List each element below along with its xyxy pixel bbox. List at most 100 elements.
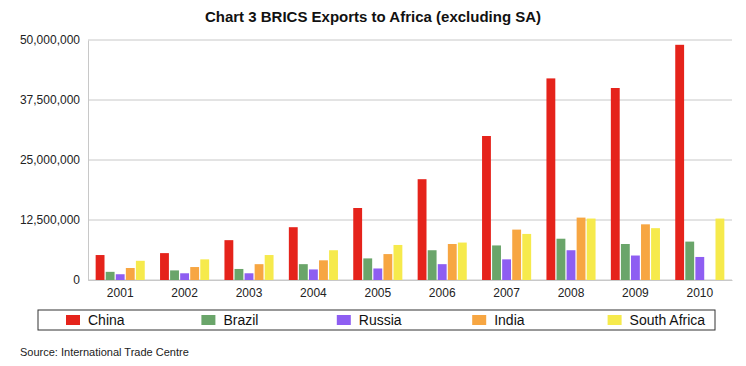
x-tick: 2007: [493, 280, 520, 300]
bar: [116, 274, 125, 280]
bar: [567, 250, 576, 280]
bar: [482, 136, 491, 280]
bar: [363, 258, 372, 280]
bar: [136, 261, 145, 280]
bar: [126, 268, 135, 280]
bar: [309, 269, 318, 280]
legend-label: India: [494, 312, 525, 328]
bar: [96, 255, 105, 280]
y-tick: 12,500,000: [20, 213, 88, 227]
bar: [428, 250, 437, 280]
bar: [512, 230, 521, 280]
legend-swatch: [201, 315, 215, 325]
bars: [96, 45, 725, 280]
y-axis-line: [88, 41, 89, 281]
x-tick: 2002: [171, 280, 198, 300]
bar: [448, 244, 457, 280]
bar: [458, 243, 467, 280]
legend-swatch: [337, 315, 351, 325]
x-tick: 2005: [364, 280, 391, 300]
legend: ChinaBrazilRussiaIndiaSouth Africa: [38, 310, 715, 330]
bar: [160, 253, 169, 280]
bar: [715, 219, 724, 280]
bar: [299, 264, 308, 280]
bar: [695, 257, 704, 280]
bar: [224, 240, 233, 280]
bar: [235, 269, 244, 280]
y-tick-label: 37,500,000: [20, 93, 80, 107]
y-tick-label: 50,000,000: [20, 33, 80, 47]
source-note: Source: International Trade Centre: [20, 346, 189, 358]
series: [106, 239, 694, 280]
x-tick-label: 2005: [364, 286, 391, 300]
x-tick: 2003: [236, 280, 263, 300]
legend-label: Brazil: [223, 312, 258, 328]
bar: [393, 245, 402, 280]
x-tick: 2001: [107, 280, 134, 300]
series: [126, 218, 650, 280]
bar: [373, 268, 382, 280]
x-tick-label: 2009: [622, 286, 649, 300]
x-tick: 2009: [622, 280, 649, 300]
legend-label: China: [88, 312, 125, 328]
x-tick: 2010: [686, 280, 713, 300]
x-tick-label: 2007: [493, 286, 520, 300]
x-tick-label: 2010: [686, 286, 713, 300]
bar: [675, 45, 684, 280]
series: [116, 250, 704, 280]
y-tick-label: 25,000,000: [20, 153, 80, 167]
grid-line: [88, 100, 732, 101]
bar: [502, 259, 511, 280]
bar: [492, 245, 501, 280]
series: [96, 45, 684, 280]
x-axis: 2001 2002 2003 2004 2005 2006 2007 2008 2009 2010: [89, 280, 733, 300]
x-axis-line: [89, 280, 733, 281]
grid-line: [88, 160, 732, 161]
y-axis: 0 12,500,000 25,000,000 37,500,000 50,000,00…: [20, 33, 89, 287]
bar: [641, 224, 650, 280]
grid: [88, 40, 732, 280]
bar: [631, 256, 640, 280]
y-tick: 37,500,000: [20, 93, 88, 107]
bar: [577, 218, 586, 280]
x-tick: 2006: [429, 280, 456, 300]
bar: [289, 227, 298, 280]
legend-swatch: [472, 315, 486, 325]
x-tick-label: 2006: [429, 286, 456, 300]
x-tick: 2004: [300, 280, 327, 300]
bar: [353, 208, 362, 280]
x-tick-label: 2003: [236, 286, 263, 300]
bar: [611, 88, 620, 280]
bar: [557, 239, 566, 280]
chart: Chart 3 BRICS Exports to Africa (excludi…: [0, 0, 746, 366]
title: Chart 3 BRICS Exports to Africa (excludi…: [205, 8, 541, 25]
bar: [255, 264, 264, 280]
bar: [190, 267, 199, 280]
legend-swatch: [66, 315, 80, 325]
x-tick-label: 2002: [171, 286, 198, 300]
bar: [383, 254, 392, 280]
y-tick: 0: [73, 273, 88, 287]
bar: [319, 260, 328, 280]
grid-line: [88, 220, 732, 221]
legend-box: [38, 310, 715, 330]
x-tick: 2008: [558, 280, 585, 300]
bar: [200, 259, 209, 280]
bar: [621, 244, 630, 280]
bar: [587, 219, 596, 280]
bar: [438, 264, 447, 280]
x-tick-label: 2004: [300, 286, 327, 300]
bar: [651, 228, 660, 280]
y-tick-label: 0: [73, 273, 80, 287]
bar: [522, 234, 531, 280]
y-tick: 25,000,000: [20, 153, 88, 167]
y-tick-label: 12,500,000: [20, 213, 80, 227]
bar: [180, 273, 189, 280]
legend-swatch: [608, 315, 622, 325]
legend-label: South Africa: [630, 312, 706, 328]
bar: [106, 272, 115, 280]
bar: [418, 179, 427, 280]
grid-line: [88, 40, 732, 41]
series: [136, 219, 724, 280]
y-tick: 50,000,000: [20, 33, 88, 47]
